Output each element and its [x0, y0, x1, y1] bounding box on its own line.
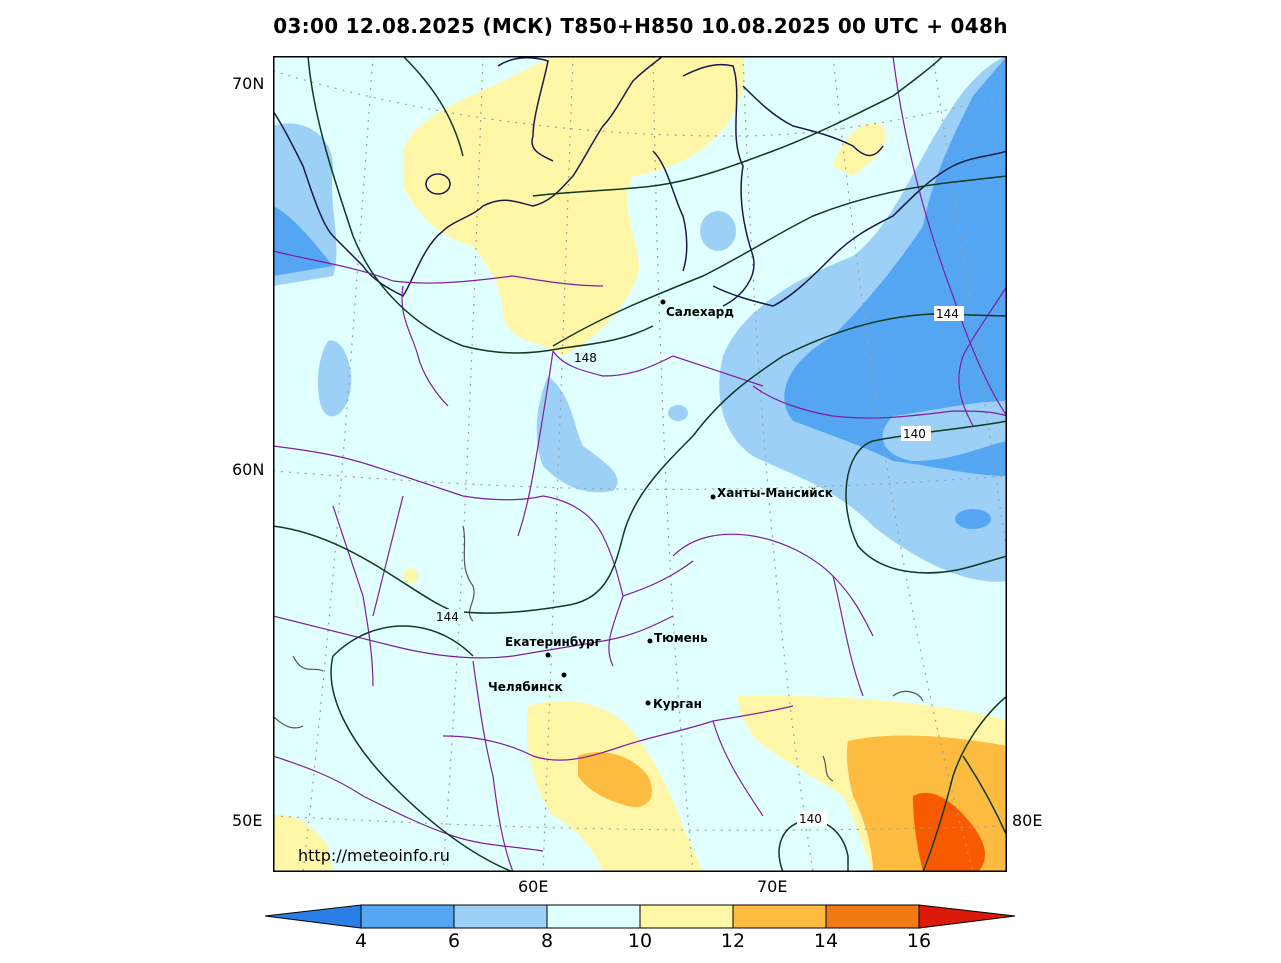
- city-dot-tyumen: [647, 638, 653, 644]
- temp-zone-yellow-north: [403, 56, 745, 356]
- temp-zone-blue-ural: [317, 340, 352, 417]
- temp-zone-blue-west-inner: [273, 206, 333, 276]
- contour-label-140-south: 140: [799, 812, 822, 826]
- colorbar-bin-10-12: [639, 904, 734, 929]
- coastline: [273, 56, 1007, 307]
- colorbar-tick-10: 10: [627, 930, 653, 952]
- city-label-kurgan: Курган: [653, 697, 702, 711]
- lon-label-60e: 60E: [518, 877, 549, 896]
- colorbar-bin-14-16: [825, 904, 920, 929]
- contour-labels: 148 144 140 144 140: [434, 306, 964, 826]
- lon-label-80e: 80E: [1012, 811, 1043, 830]
- city-label-yekaterinburg: Екатеринбург: [505, 635, 601, 649]
- colorbar-tick-16: 16: [906, 930, 932, 952]
- weather-map: 148 144 140 144 140 Салехард Ханты-Манси…: [273, 56, 1007, 872]
- city-markers: Салехард Ханты-Мансийск Екатеринбург Тюм…: [488, 299, 833, 711]
- lakes: [273, 525, 924, 782]
- colorbar-tick-14: 14: [813, 930, 839, 952]
- colorbar-tick-8: 8: [540, 930, 554, 952]
- contour-label-144-east: 144: [936, 307, 959, 321]
- temp-zone-blue-spot: [668, 405, 688, 421]
- temp-zone-yellow-ne: [833, 123, 886, 176]
- colorbar-bin-8-10: [546, 904, 641, 929]
- colorbar-over-arrow: [918, 904, 1016, 929]
- colorbar-bin-6-8: [453, 904, 548, 929]
- temp-zone-yellow-sw: [273, 815, 333, 872]
- contour-label-144-west: 144: [436, 610, 459, 624]
- colorbar-under-arrow: [265, 904, 362, 929]
- map-panel: 148 144 140 144 140 Салехард Ханты-Манси…: [273, 56, 1007, 872]
- temp-zone-blue-east-dark: [784, 56, 1007, 476]
- city-dot-khanty-mansiysk: [710, 494, 716, 500]
- city-label-tyumen: Тюмень: [654, 631, 708, 645]
- temp-zone-blue-spot2: [700, 211, 736, 251]
- colorbar: [265, 904, 1016, 929]
- colorbar-tick-6: 6: [447, 930, 461, 952]
- city-dot-yekaterinburg: [545, 652, 551, 658]
- map-title: 03:00 12.08.2025 (МСК) T850+H850 10.08.2…: [273, 14, 1008, 38]
- admin-borders: [273, 56, 1007, 872]
- lat-label-70n: 70N: [232, 74, 265, 93]
- colorbar-bin-12-14: [732, 904, 827, 929]
- lon-label-70e: 70E: [757, 877, 788, 896]
- city-label-chelyabinsk: Челябинск: [488, 680, 563, 694]
- city-dot-kurgan: [645, 700, 651, 706]
- lon-label-50e: 50E: [232, 811, 263, 830]
- city-label-salekhard: Салехард: [666, 305, 734, 319]
- colorbar-tick-12: 12: [720, 930, 746, 952]
- temp-zone-yellow-small: [404, 568, 418, 584]
- source-watermark: http://meteoinfo.ru: [298, 846, 450, 865]
- height-contours: [273, 56, 1007, 872]
- colorbar-bin-4-6: [360, 904, 455, 929]
- map-frame: [273, 56, 1007, 872]
- temp-zone-orange-south: [578, 752, 652, 807]
- city-dot-salekhard: [660, 299, 666, 305]
- graticule: [273, 56, 1007, 872]
- contour-label-140-east: 140: [903, 427, 926, 441]
- temp-zone-blue-center: [536, 376, 618, 493]
- temp-zone-blue-east-spot: [955, 509, 991, 529]
- city-dot-chelyabinsk: [561, 672, 567, 678]
- contour-label-148: 148: [574, 351, 597, 365]
- lat-label-60n: 60N: [232, 460, 265, 479]
- city-label-khanty-mansiysk: Ханты-Мансийск: [717, 486, 833, 500]
- colorbar-tick-4: 4: [354, 930, 368, 952]
